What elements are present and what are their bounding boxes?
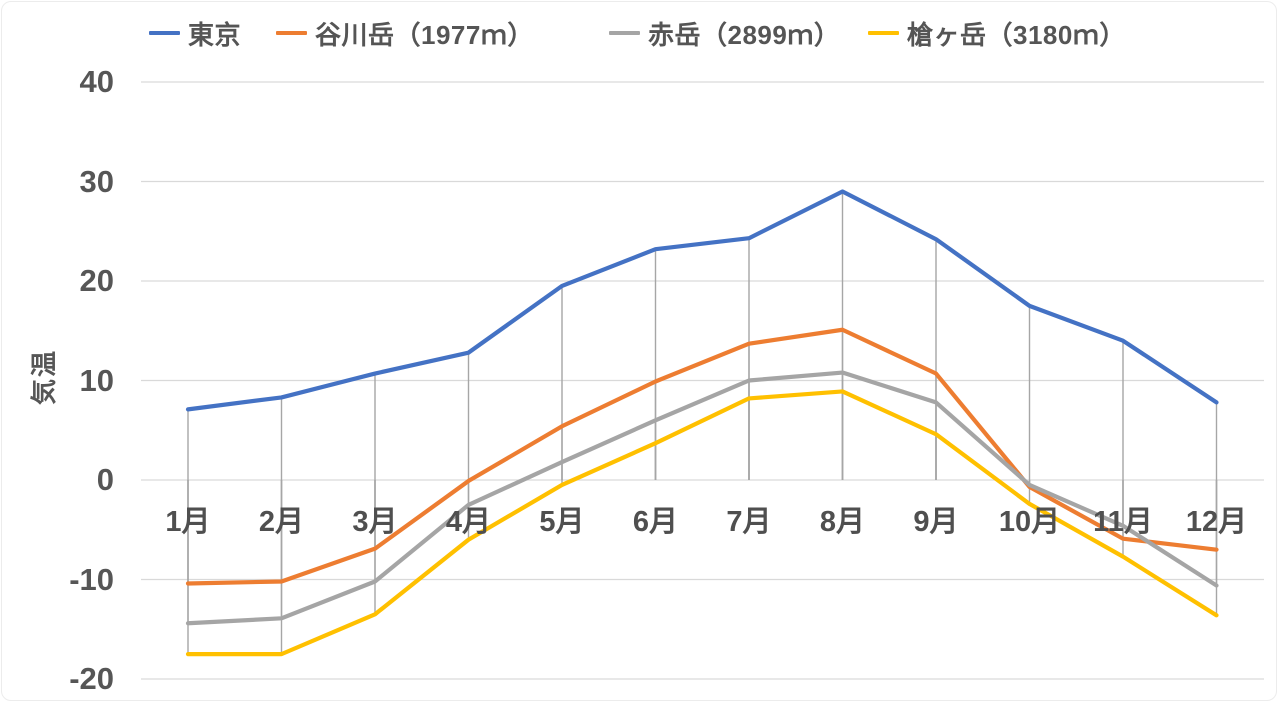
legend-line-swatch-tokyo: [149, 31, 180, 35]
legend-line-swatch-yarigatake: [868, 31, 899, 35]
y-tick-label-10: 10: [79, 362, 114, 398]
legend-label-tokyo: 東京: [188, 19, 242, 50]
x-tick-label-8月: 8月: [819, 506, 866, 538]
x-tick-label-3月: 3月: [352, 506, 398, 538]
x-tick-label-11月: 11月: [1093, 506, 1153, 538]
legend-line-swatch-tanigawadake: [276, 31, 307, 35]
x-tick-label-6月: 6月: [632, 506, 679, 538]
x-tick-label-1月: 1月: [165, 506, 211, 538]
legend-item-akadake: 赤岳（2899ｍ）: [609, 16, 840, 50]
x-tick-label-4月: 4月: [445, 506, 492, 538]
legend-line-swatch-akadake: [609, 31, 640, 35]
y-tick-label-30: 30: [79, 163, 114, 199]
series-line-1: [185, 327, 1219, 586]
x-tick-label-10月: 10月: [998, 506, 1061, 538]
y-tick-label--10: -10: [69, 561, 114, 597]
x-tick-label-12月: 12月: [1185, 506, 1248, 538]
x-tick-label-9月: 9月: [913, 506, 959, 538]
y-tick-label-40: 40: [79, 64, 114, 99]
x-tick-label-7月: 7月: [726, 506, 772, 538]
series-line-3: [185, 389, 1219, 657]
legend-label-tanigawadake: 谷川岳（1977ｍ）: [315, 19, 534, 50]
legend-item-tanigawadake: 谷川岳（1977ｍ）: [276, 16, 534, 50]
series-line-2: [185, 370, 1219, 626]
legend-item-tokyo: 東京: [149, 16, 241, 50]
y-tick-label-0: 0: [96, 462, 114, 497]
x-tick-label-2月: 2月: [258, 506, 305, 538]
x-tick-label-5月: 5月: [539, 506, 585, 538]
legend-label-akadake: 赤岳（2899ｍ）: [648, 19, 841, 50]
legend-label-yarigatake: 槍ヶ岳（3180ｍ）: [907, 19, 1126, 50]
legend-item-yarigatake: 槍ヶ岳（3180ｍ）: [868, 16, 1126, 50]
series-line-0: [185, 189, 1219, 412]
y-tick-label-20: 20: [79, 263, 114, 298]
y-tick-label--20: -20: [69, 661, 114, 696]
